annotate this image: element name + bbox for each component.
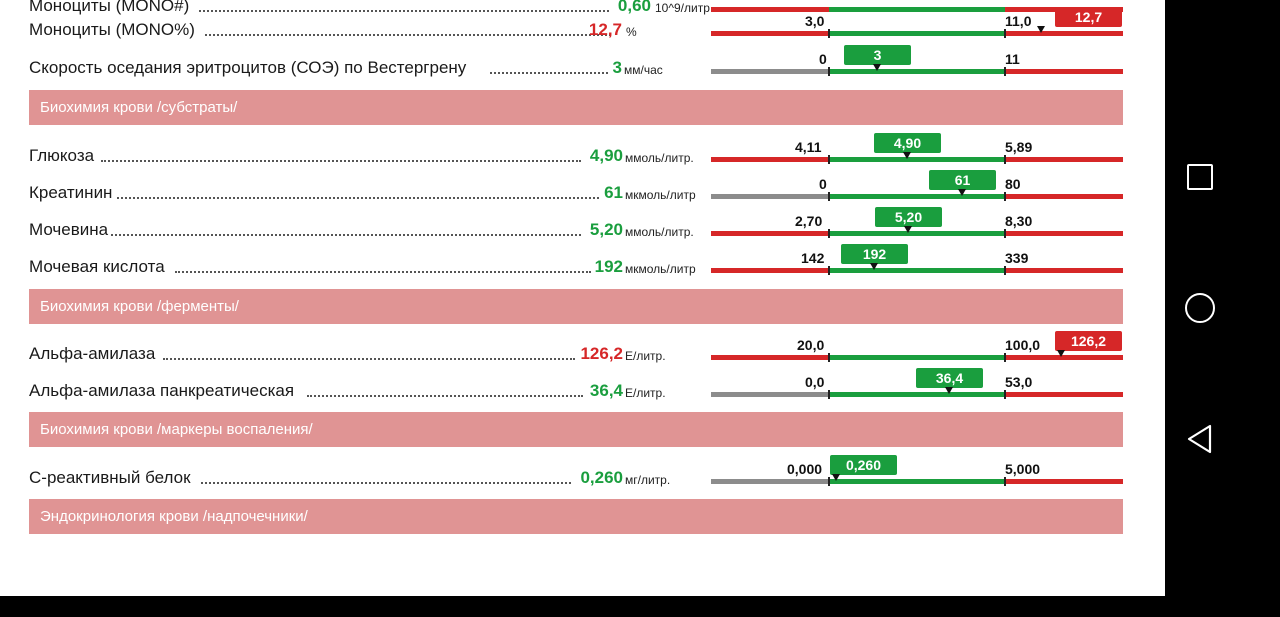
test-name: Глюкоза <box>29 146 95 165</box>
test-unit: Е/литр. <box>625 386 666 400</box>
range-high: 339 <box>1005 250 1029 266</box>
test-name: Скорость оседания эритроцитов (СОЭ) по В… <box>29 58 467 77</box>
test-value: 12,7 <box>588 20 622 39</box>
test-value: 192 <box>594 257 623 276</box>
result-row-pancreatic-amylase[interactable]: Альфа-амилаза панкреатическая 36,4 Е/лит… <box>29 363 1129 403</box>
range-high: 100,0 <box>1005 337 1041 353</box>
test-unit: мкмоль/литр <box>625 262 696 276</box>
test-value: 5,20 <box>589 220 623 239</box>
test-value: 4,90 <box>589 146 623 165</box>
range-high: 80 <box>1005 176 1021 192</box>
value-badge: 192 <box>841 244 908 264</box>
test-value: 0,60 <box>617 0 651 15</box>
circle-icon[interactable] <box>1185 293 1215 323</box>
test-name: Мочевина <box>29 220 109 239</box>
test-name: С-реактивный белок <box>29 468 191 487</box>
triangle-back-icon[interactable] <box>1186 424 1214 454</box>
section-title: Биохимия крови /ферменты/ <box>40 298 239 315</box>
value-pointer <box>870 263 878 270</box>
value-badge: 36,4 <box>916 368 983 388</box>
value-badge: 4,90 <box>874 133 941 153</box>
test-name: Креатинин <box>29 183 113 202</box>
section-title: Биохимия крови /субстраты/ <box>40 99 238 116</box>
test-name: Альфа-амилаза <box>29 344 156 363</box>
test-unit: мг/литр. <box>625 473 671 487</box>
range-high: 5,000 <box>1005 461 1041 477</box>
test-name: Моноциты (MONO#) <box>29 0 190 15</box>
test-value: 0,260 <box>580 468 623 487</box>
range-low: 142 <box>801 250 825 266</box>
value-badge: 61 <box>929 170 996 190</box>
value-pointer <box>904 226 912 233</box>
range-high: 11,0 <box>1005 13 1032 29</box>
test-unit: % <box>626 25 637 39</box>
result-row-mono-percent[interactable]: Моноциты (MONO%) 12,7 % 3,0 11,0 12,7 <box>29 2 1129 42</box>
value-pointer <box>903 152 911 159</box>
range-low: 4,11 <box>795 139 822 155</box>
result-row-creatinine[interactable]: Креатинин 61 мкмоль/литр 0 80 61 <box>29 165 1129 205</box>
section-header-inflammation[interactable]: Биохимия крови /маркеры воспаления/ <box>29 412 1123 447</box>
value-badge: 12,7 <box>1055 7 1122 27</box>
test-name: Моноциты (MONO%) <box>29 20 195 39</box>
value-pointer <box>1037 26 1045 33</box>
test-name: Мочевая кислота <box>29 257 165 276</box>
test-unit: ммоль/литр. <box>625 225 694 239</box>
bottom-bar <box>0 596 1280 617</box>
value-badge: 5,20 <box>875 207 942 227</box>
value-badge: 3 <box>844 45 911 65</box>
value-pointer <box>945 387 953 394</box>
range-high: 11 <box>1005 51 1020 67</box>
range-high: 53,0 <box>1005 374 1033 390</box>
value-badge: 0,260 <box>830 455 897 475</box>
result-row-alpha-amylase[interactable]: Альфа-амилаза 126,2 Е/литр. 20,0 100,0 1… <box>29 326 1129 366</box>
section-title: Эндокринология крови /надпочечники/ <box>40 508 308 525</box>
test-unit: Е/литр. <box>625 349 666 363</box>
range-low: 0,000 <box>787 461 823 477</box>
range-low: 20,0 <box>797 337 825 353</box>
value-badge: 126,2 <box>1055 331 1122 351</box>
result-row-glucose[interactable]: Глюкоза 4,90 ммоль/литр. 4,11 5,89 4,90 <box>29 128 1129 168</box>
section-title: Биохимия крови /маркеры воспаления/ <box>40 421 313 438</box>
test-name: Альфа-амилаза панкреатическая <box>29 381 295 400</box>
result-row-esr[interactable]: Скорость оседания эритроцитов (СОЭ) по В… <box>29 40 1129 80</box>
range-low: 0 <box>819 176 827 192</box>
range-high: 5,89 <box>1005 139 1033 155</box>
value-pointer <box>832 474 840 481</box>
range-high: 8,30 <box>1005 213 1033 229</box>
results-screen: Моноциты (MONO#) 0,60 10^9/литр Моноциты… <box>0 0 1165 596</box>
value-pointer <box>958 189 966 196</box>
range-low: 3,0 <box>805 13 825 29</box>
square-icon[interactable] <box>1187 164 1213 190</box>
range-low: 2,70 <box>795 213 823 229</box>
section-header-substrates[interactable]: Биохимия крови /субстраты/ <box>29 90 1123 125</box>
test-value: 61 <box>604 183 623 202</box>
value-pointer <box>873 64 881 71</box>
section-header-enzymes[interactable]: Биохимия крови /ферменты/ <box>29 289 1123 324</box>
section-header-endocrinology[interactable]: Эндокринология крови /надпочечники/ <box>29 499 1123 534</box>
android-nav-bar <box>1165 0 1280 596</box>
test-unit: 10^9/литр <box>655 1 710 15</box>
test-value: 126,2 <box>580 344 623 363</box>
result-row-uric-acid[interactable]: Мочевая кислота 192 мкмоль/литр 142 339 … <box>29 239 1129 279</box>
test-unit: ммоль/литр. <box>625 151 694 165</box>
test-value: 36,4 <box>589 381 623 400</box>
value-pointer <box>1057 350 1065 357</box>
result-row-crp[interactable]: С-реактивный белок 0,260 мг/литр. 0,000 … <box>29 450 1129 490</box>
result-row-urea[interactable]: Мочевина 5,20 ммоль/литр. 2,70 8,30 5,20 <box>29 202 1129 242</box>
range-low: 0 <box>819 51 827 67</box>
range-low: 0,0 <box>805 374 825 390</box>
test-unit: мкмоль/литр <box>625 188 696 202</box>
test-value: 3 <box>612 58 622 77</box>
test-unit: мм/час <box>624 63 663 77</box>
